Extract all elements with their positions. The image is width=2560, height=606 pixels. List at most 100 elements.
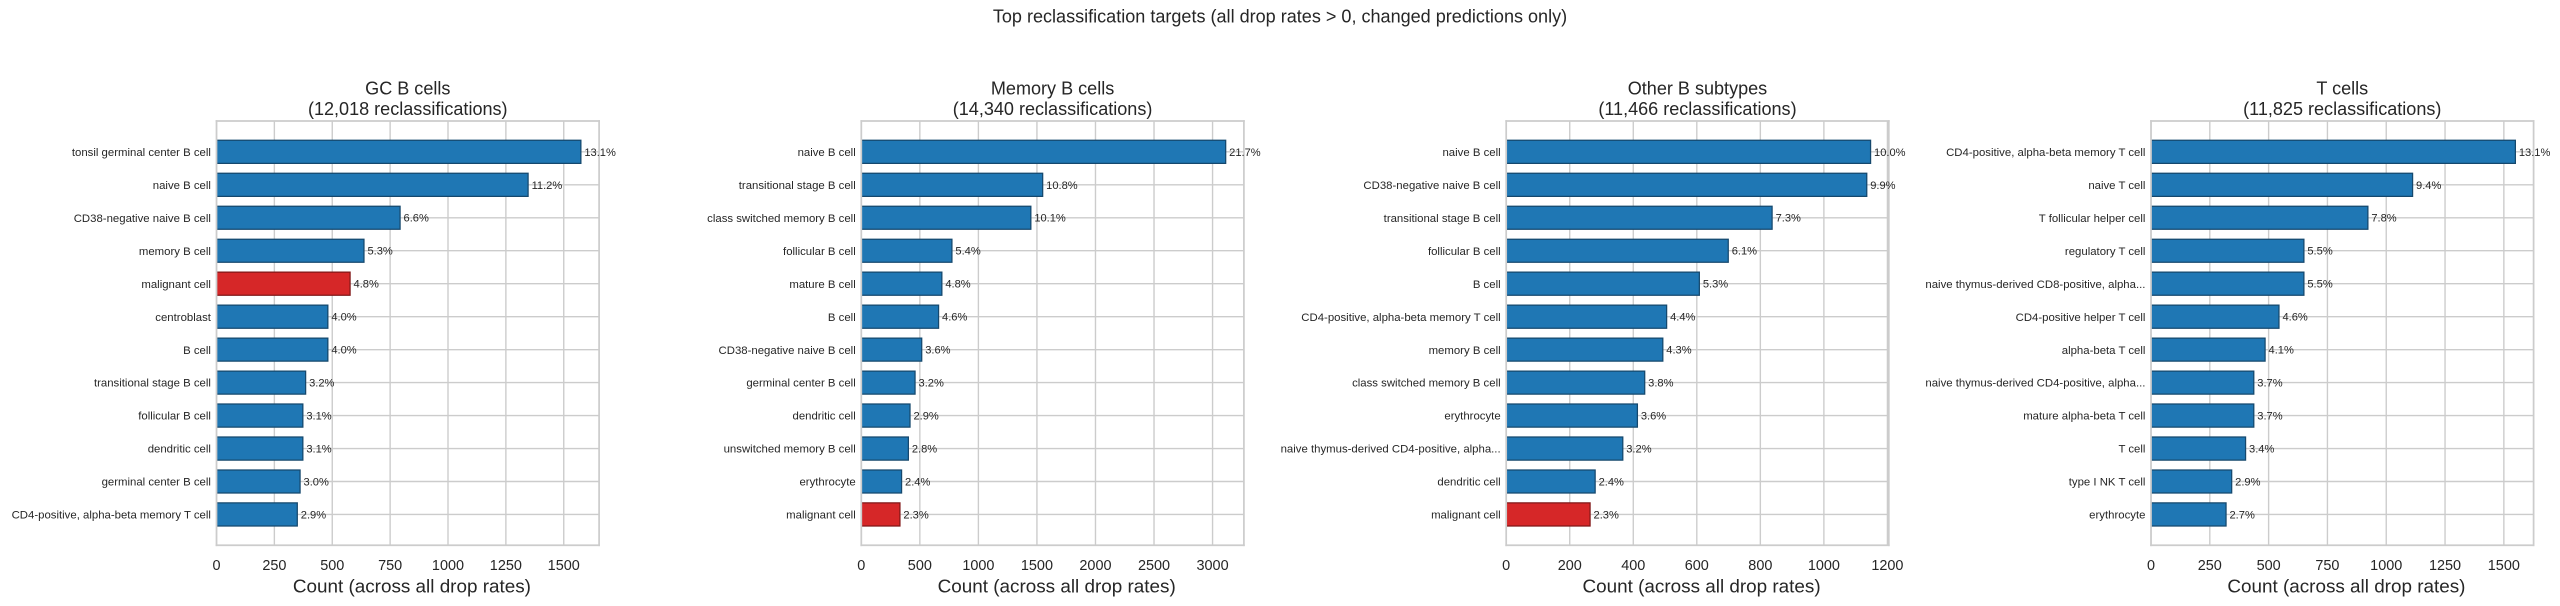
svg-text:naive T cell: naive T cell bbox=[2088, 180, 2145, 192]
svg-text:2.4%: 2.4% bbox=[1599, 476, 1624, 488]
svg-text:400: 400 bbox=[1621, 558, 1645, 574]
svg-text:follicular B cell: follicular B cell bbox=[138, 411, 211, 423]
svg-text:B cell: B cell bbox=[183, 345, 211, 357]
svg-text:erythrocyte: erythrocyte bbox=[799, 477, 855, 489]
svg-text:9.9%: 9.9% bbox=[1870, 180, 1895, 192]
svg-text:200: 200 bbox=[1558, 558, 1582, 574]
svg-text:3.6%: 3.6% bbox=[925, 345, 950, 357]
svg-text:4.3%: 4.3% bbox=[1666, 345, 1691, 357]
svg-text:memory B cell: memory B cell bbox=[1429, 345, 1501, 357]
svg-text:2500: 2500 bbox=[1138, 558, 1170, 574]
svg-text:10.1%: 10.1% bbox=[1034, 213, 1066, 225]
svg-text:CD38-negative naive B cell: CD38-negative naive B cell bbox=[1363, 180, 1500, 192]
svg-text:CD38-negative naive B cell: CD38-negative naive B cell bbox=[74, 213, 211, 225]
svg-text:250: 250 bbox=[2198, 558, 2222, 574]
svg-text:5.5%: 5.5% bbox=[2307, 279, 2332, 291]
svg-text:memory B cell: memory B cell bbox=[139, 246, 211, 258]
svg-text:4.4%: 4.4% bbox=[1670, 312, 1695, 324]
svg-text:1250: 1250 bbox=[490, 558, 522, 574]
svg-text:transitional stage B cell: transitional stage B cell bbox=[94, 378, 211, 390]
svg-text:T follicular helper cell: T follicular helper cell bbox=[2039, 213, 2146, 225]
svg-text:0: 0 bbox=[212, 558, 220, 574]
svg-text:type I NK T cell: type I NK T cell bbox=[2069, 477, 2146, 489]
svg-text:naive B cell: naive B cell bbox=[153, 180, 211, 192]
svg-text:class switched memory B cell: class switched memory B cell bbox=[1352, 378, 1501, 390]
svg-text:6.6%: 6.6% bbox=[404, 213, 429, 225]
svg-text:CD4-positive helper T cell: CD4-positive helper T cell bbox=[2016, 312, 2146, 324]
svg-text:regulatory T cell: regulatory T cell bbox=[2065, 246, 2146, 258]
svg-text:7.8%: 7.8% bbox=[2371, 213, 2396, 225]
svg-text:2.9%: 2.9% bbox=[913, 411, 938, 423]
svg-text:3.2%: 3.2% bbox=[919, 378, 944, 390]
svg-text:5.4%: 5.4% bbox=[955, 246, 980, 258]
svg-text:2.3%: 2.3% bbox=[903, 509, 928, 521]
svg-text:CD4-positive, alpha-beta memor: CD4-positive, alpha-beta memory T cell bbox=[1946, 147, 2145, 159]
svg-text:3.1%: 3.1% bbox=[306, 444, 331, 456]
svg-text:1000: 1000 bbox=[1808, 558, 1840, 574]
svg-text:2.3%: 2.3% bbox=[1594, 509, 1619, 521]
svg-text:11.2%: 11.2% bbox=[532, 180, 563, 192]
svg-text:Count (across all drop rates): Count (across all drop rates) bbox=[2227, 577, 2465, 598]
svg-text:CD4-positive, alpha-beta memor: CD4-positive, alpha-beta memory T cell bbox=[1301, 312, 1500, 324]
svg-text:transitional stage B cell: transitional stage B cell bbox=[1384, 213, 1501, 225]
svg-text:3.2%: 3.2% bbox=[1626, 444, 1651, 456]
svg-text:unswitched memory B cell: unswitched memory B cell bbox=[724, 444, 856, 456]
svg-text:GC B cells: GC B cells bbox=[365, 78, 450, 98]
svg-text:13.1%: 13.1% bbox=[584, 147, 616, 159]
svg-text:2.4%: 2.4% bbox=[905, 476, 930, 488]
svg-text:Top reclassification targets (: Top reclassification targets (all drop r… bbox=[993, 7, 1567, 27]
svg-text:500: 500 bbox=[908, 558, 932, 574]
svg-text:4.0%: 4.0% bbox=[331, 312, 356, 324]
svg-text:1000: 1000 bbox=[962, 558, 994, 574]
svg-text:tonsil germinal center B cell: tonsil germinal center B cell bbox=[72, 147, 211, 159]
svg-text:4.6%: 4.6% bbox=[2282, 312, 2307, 324]
svg-text:mature alpha-beta T cell: mature alpha-beta T cell bbox=[2023, 411, 2145, 423]
svg-text:(11,466 reclassifications): (11,466 reclassifications) bbox=[1598, 99, 1796, 119]
svg-text:3.7%: 3.7% bbox=[2257, 411, 2282, 423]
svg-text:6.1%: 6.1% bbox=[1732, 246, 1757, 258]
svg-text:dendritic cell: dendritic cell bbox=[793, 411, 856, 423]
svg-text:2.8%: 2.8% bbox=[912, 444, 937, 456]
svg-text:3.8%: 3.8% bbox=[1648, 378, 1673, 390]
svg-text:3.4%: 3.4% bbox=[2249, 444, 2274, 456]
svg-text:9.4%: 9.4% bbox=[2416, 180, 2441, 192]
svg-text:5.3%: 5.3% bbox=[1703, 279, 1728, 291]
svg-text:4.1%: 4.1% bbox=[2269, 345, 2294, 357]
svg-text:alpha-beta T cell: alpha-beta T cell bbox=[2062, 345, 2146, 357]
svg-text:Count (across all drop rates): Count (across all drop rates) bbox=[293, 577, 531, 598]
svg-text:germinal center B cell: germinal center B cell bbox=[102, 477, 211, 489]
svg-text:3.0%: 3.0% bbox=[304, 476, 329, 488]
svg-text:4.0%: 4.0% bbox=[331, 345, 356, 357]
svg-text:500: 500 bbox=[320, 558, 344, 574]
svg-text:4.8%: 4.8% bbox=[945, 279, 970, 291]
svg-text:1500: 1500 bbox=[1021, 558, 1053, 574]
svg-text:2000: 2000 bbox=[1079, 558, 1111, 574]
svg-text:malignant cell: malignant cell bbox=[1431, 510, 1501, 522]
svg-text:(12,018 reclassifications): (12,018 reclassifications) bbox=[308, 99, 508, 119]
svg-text:(14,340 reclassifications): (14,340 reclassifications) bbox=[953, 99, 1153, 119]
svg-text:800: 800 bbox=[1748, 558, 1772, 574]
svg-text:3.1%: 3.1% bbox=[306, 411, 331, 423]
svg-text:0: 0 bbox=[857, 558, 865, 574]
svg-text:Memory B cells: Memory B cells bbox=[991, 78, 1114, 98]
svg-text:B cell: B cell bbox=[828, 312, 856, 324]
svg-text:2.9%: 2.9% bbox=[2235, 476, 2260, 488]
svg-text:mature B cell: mature B cell bbox=[789, 279, 855, 291]
svg-text:3.7%: 3.7% bbox=[2257, 378, 2282, 390]
svg-text:600: 600 bbox=[1685, 558, 1709, 574]
svg-text:dendritic cell: dendritic cell bbox=[148, 444, 211, 456]
svg-text:4.6%: 4.6% bbox=[942, 312, 967, 324]
svg-text:Count (across all drop rates): Count (across all drop rates) bbox=[938, 577, 1176, 598]
svg-text:T cell: T cell bbox=[2118, 444, 2145, 456]
svg-text:naive B cell: naive B cell bbox=[798, 147, 856, 159]
svg-text:transitional stage B cell: transitional stage B cell bbox=[739, 180, 856, 192]
svg-text:2.9%: 2.9% bbox=[301, 509, 326, 521]
svg-text:naive thymus-derived CD4-posit: naive thymus-derived CD4-positive, alpha… bbox=[1281, 444, 1501, 456]
svg-text:0: 0 bbox=[2147, 558, 2155, 574]
svg-text:CD38-negative naive B cell: CD38-negative naive B cell bbox=[719, 345, 856, 357]
svg-text:class switched memory B cell: class switched memory B cell bbox=[707, 213, 856, 225]
svg-text:3.6%: 3.6% bbox=[1641, 411, 1666, 423]
svg-text:follicular B cell: follicular B cell bbox=[783, 246, 856, 258]
svg-text:1200: 1200 bbox=[1871, 558, 1903, 574]
svg-text:750: 750 bbox=[2315, 558, 2339, 574]
